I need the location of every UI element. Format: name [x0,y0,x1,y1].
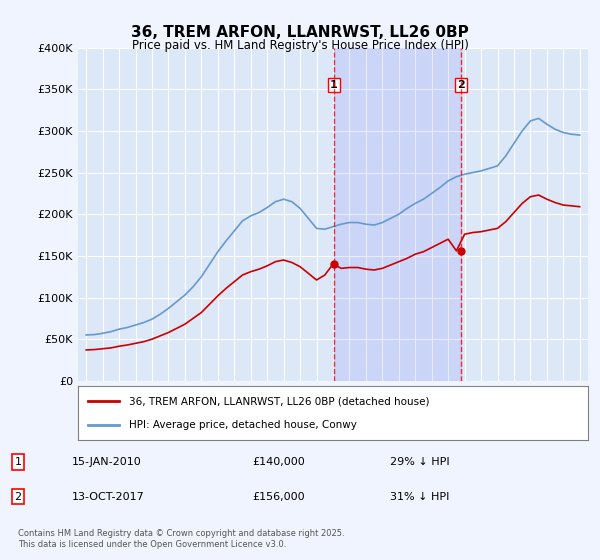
Text: HPI: Average price, detached house, Conwy: HPI: Average price, detached house, Conw… [129,419,357,430]
Text: 36, TREM ARFON, LLANRWST, LL26 0BP: 36, TREM ARFON, LLANRWST, LL26 0BP [131,25,469,40]
Text: 29% ↓ HPI: 29% ↓ HPI [390,457,449,467]
Text: 31% ↓ HPI: 31% ↓ HPI [390,492,449,502]
Text: 2: 2 [14,492,22,502]
Text: Price paid vs. HM Land Registry's House Price Index (HPI): Price paid vs. HM Land Registry's House … [131,39,469,52]
Text: 1: 1 [330,80,338,90]
Bar [334,48,461,381]
Text: 1: 1 [14,457,22,467]
Text: £156,000: £156,000 [252,492,305,502]
Text: 13-OCT-2017: 13-OCT-2017 [72,492,145,502]
Text: Contains HM Land Registry data © Crown copyright and database right 2025.
This d: Contains HM Land Registry data © Crown c… [18,529,344,549]
Text: 36, TREM ARFON, LLANRWST, LL26 0BP (detached house): 36, TREM ARFON, LLANRWST, LL26 0BP (deta… [129,396,430,407]
Text: 2: 2 [457,80,465,90]
Text: 15-JAN-2010: 15-JAN-2010 [72,457,142,467]
Text: £140,000: £140,000 [252,457,305,467]
